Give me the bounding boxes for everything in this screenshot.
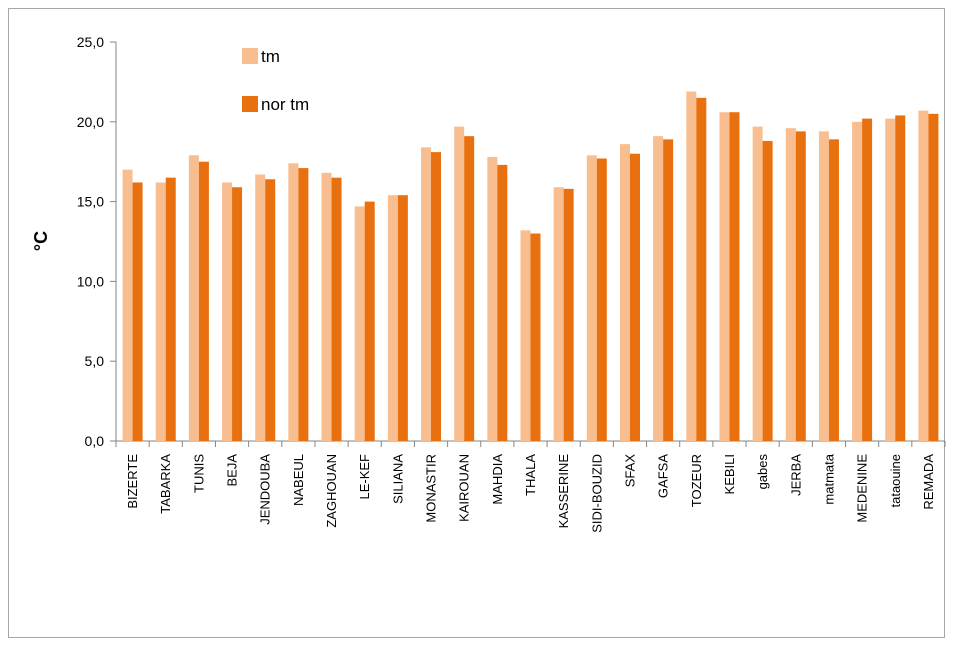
- bar-nor-tm: [497, 164, 508, 441]
- y-axis-title: °C: [31, 231, 51, 251]
- bar-nor-tm: [663, 139, 674, 441]
- bar-nor-tm: [464, 136, 475, 441]
- bar-tm: [222, 182, 233, 441]
- x-tick-label: THALA: [523, 454, 538, 496]
- legend-label-nor-tm: nor tm: [261, 95, 309, 114]
- bar-nor-tm: [364, 201, 375, 441]
- x-tick-label: matmata: [821, 453, 836, 504]
- bar-tm: [288, 163, 299, 441]
- bar-nor-tm: [862, 118, 873, 441]
- bar-tm: [818, 131, 829, 441]
- bar-nor-tm: [762, 140, 773, 441]
- bar-tm: [719, 112, 730, 441]
- x-tick-label: KASSERINE: [556, 454, 571, 529]
- bar-nor-tm: [696, 97, 707, 442]
- x-tick-label: LE-KEF: [357, 454, 372, 500]
- bar-nor-tm: [132, 182, 143, 441]
- x-tick-label: GAFSA: [656, 454, 671, 498]
- bar-nor-tm: [530, 233, 541, 441]
- bar-nor-tm: [828, 139, 839, 441]
- x-tick-label: MONASTIR: [424, 454, 439, 523]
- y-tick-label: 5,0: [85, 353, 105, 369]
- legend-swatch-tm: [242, 48, 258, 64]
- bar-tm: [454, 126, 465, 441]
- bar-tm: [255, 174, 266, 441]
- x-tick-label: KEBILI: [722, 454, 737, 494]
- bar-tm: [586, 155, 597, 442]
- y-tick-labels: 0,0 5,0 10,0 15,0 20,0 25,0: [77, 34, 104, 449]
- x-tick-label: TUNIS: [191, 454, 206, 493]
- bar-tm: [188, 155, 199, 442]
- bar-nor-tm: [331, 177, 342, 441]
- bar-nor-tm: [265, 179, 276, 442]
- bar-tm: [354, 206, 365, 441]
- x-tick-label: KAIROUAN: [457, 454, 472, 522]
- bar-tm: [885, 118, 896, 441]
- bar-nor-tm: [298, 168, 309, 442]
- bar-nor-tm: [729, 112, 740, 441]
- y-tick-label: 10,0: [77, 273, 104, 289]
- bar-tm: [619, 144, 630, 442]
- y-tick-label: 20,0: [77, 114, 104, 130]
- x-tick-label: ZAGHOUAN: [324, 454, 339, 528]
- x-tick-label: BIZERTE: [125, 454, 140, 509]
- x-tick-label: tataouine: [888, 454, 903, 508]
- bar-nor-tm: [928, 113, 939, 441]
- x-tick-label: MEDENINE: [855, 454, 870, 523]
- bar-tm: [785, 128, 796, 441]
- bar-tm: [421, 147, 432, 441]
- bar-tm: [553, 187, 564, 441]
- bar-tm: [155, 182, 166, 441]
- y-tick-label: 0,0: [85, 433, 105, 449]
- x-tick-labels: BIZERTE TABARKA TUNIS BEJA JENDOUBA NABEUL ZAG…: [125, 453, 936, 532]
- bar-tm: [321, 172, 332, 441]
- x-tick-label: SILIANA: [390, 454, 405, 504]
- bar-nor-tm: [198, 161, 209, 441]
- y-tick-label: 25,0: [77, 34, 104, 50]
- bar-tm: [387, 195, 398, 441]
- legend: tm nor tm: [242, 47, 309, 114]
- x-tick-label: JERBA: [788, 454, 803, 496]
- y-tick-label: 15,0: [77, 194, 104, 210]
- x-tick-label: SFAX: [622, 454, 637, 488]
- x-tick-label: SIDI-BOUZID: [589, 454, 604, 533]
- bar-tm: [487, 156, 498, 442]
- bar-tm: [122, 169, 133, 441]
- x-tick-label: gabes: [755, 454, 770, 490]
- x-tick-label: MAHDIA: [490, 454, 505, 505]
- x-tick-label: TABARKA: [158, 454, 173, 514]
- bar-nor-tm: [431, 152, 442, 441]
- x-tick-label: JENDOUBA: [258, 454, 273, 525]
- x-tick-label: TOZEUR: [689, 454, 704, 507]
- bar-tm: [918, 110, 929, 442]
- bar-tm: [852, 121, 863, 442]
- bar-tm: [520, 230, 531, 441]
- bar-nor-tm: [596, 158, 607, 441]
- x-tick-label: NABEUL: [291, 454, 306, 506]
- x-tick-label: BEJA: [225, 454, 240, 487]
- bar-nor-tm: [795, 131, 806, 441]
- bar-nor-tm: [895, 115, 906, 441]
- bar-nor-tm: [629, 153, 640, 441]
- bar-tm: [686, 91, 697, 441]
- legend-label-tm: tm: [261, 47, 280, 66]
- bars: [122, 91, 939, 442]
- bar-nor-tm: [165, 177, 176, 441]
- bar-nor-tm: [563, 188, 574, 441]
- bar-nor-tm: [397, 195, 408, 441]
- legend-swatch-nor-tm: [242, 96, 258, 112]
- bar-nor-tm: [232, 187, 243, 441]
- x-tick-label: REMADA: [921, 454, 936, 510]
- bar-tm: [653, 136, 664, 441]
- bar-tm: [752, 126, 763, 441]
